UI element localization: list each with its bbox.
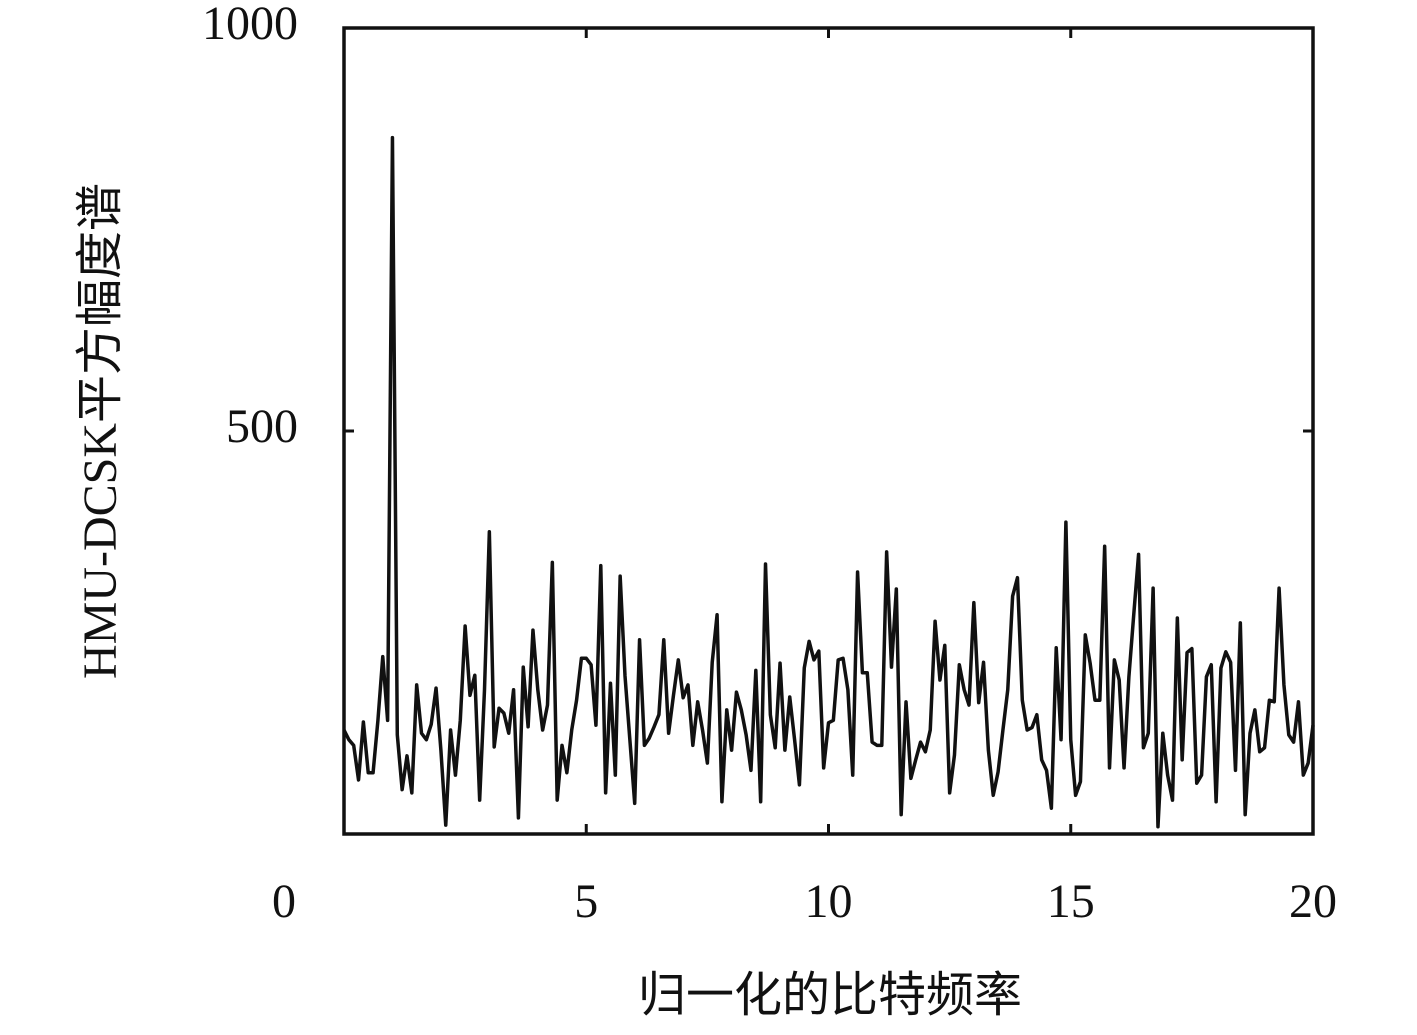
data-line bbox=[342, 135, 1315, 829]
x-tick-label: 20 bbox=[1289, 875, 1337, 928]
y-axis-label: HMU-DCSK平方幅度谱 bbox=[74, 183, 127, 679]
y-tick-label: 500 bbox=[226, 400, 298, 453]
x-tick-label: 15 bbox=[1047, 875, 1095, 928]
y-tick-label: 1000 bbox=[202, 0, 298, 50]
x-tick-label: 0 bbox=[272, 875, 296, 928]
x-tick-label: 10 bbox=[805, 875, 853, 928]
x-axis-label: 归一化的比特频率 bbox=[638, 969, 1022, 1022]
plot-frame bbox=[342, 26, 1315, 836]
x-tick-label: 5 bbox=[574, 875, 598, 928]
